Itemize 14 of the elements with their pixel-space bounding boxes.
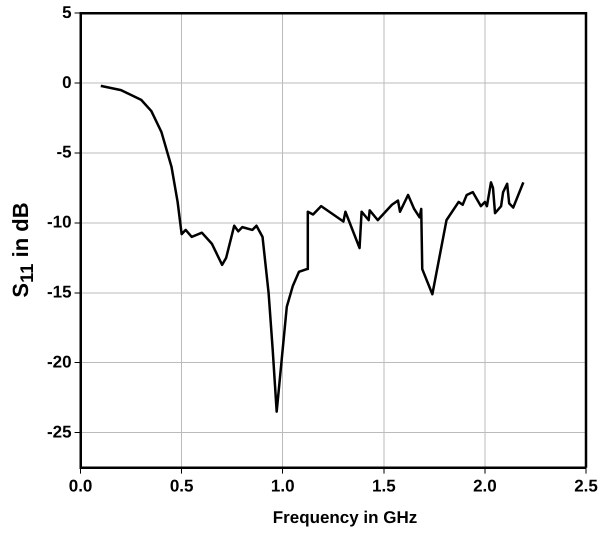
x-tick-label: 0.5 [170,476,194,496]
x-tick-label: 1.5 [372,476,396,496]
x-axis-title: Frequency in GHz [272,508,418,528]
x-tick-label: 2.5 [574,476,598,496]
y-tick-label: -25 [46,422,72,442]
y-tick-label: -5 [56,142,72,162]
x-tick-label: 2.0 [473,476,497,496]
y-tick-label: -15 [46,282,72,302]
y-tick-label: 5 [62,2,72,22]
y-tick-label: -10 [46,212,72,232]
y-tick-label: 0 [62,72,72,92]
y-tick-label: -20 [46,352,72,372]
x-tick-label: 0.0 [68,476,92,496]
x-tick-label: 1.0 [270,476,295,496]
